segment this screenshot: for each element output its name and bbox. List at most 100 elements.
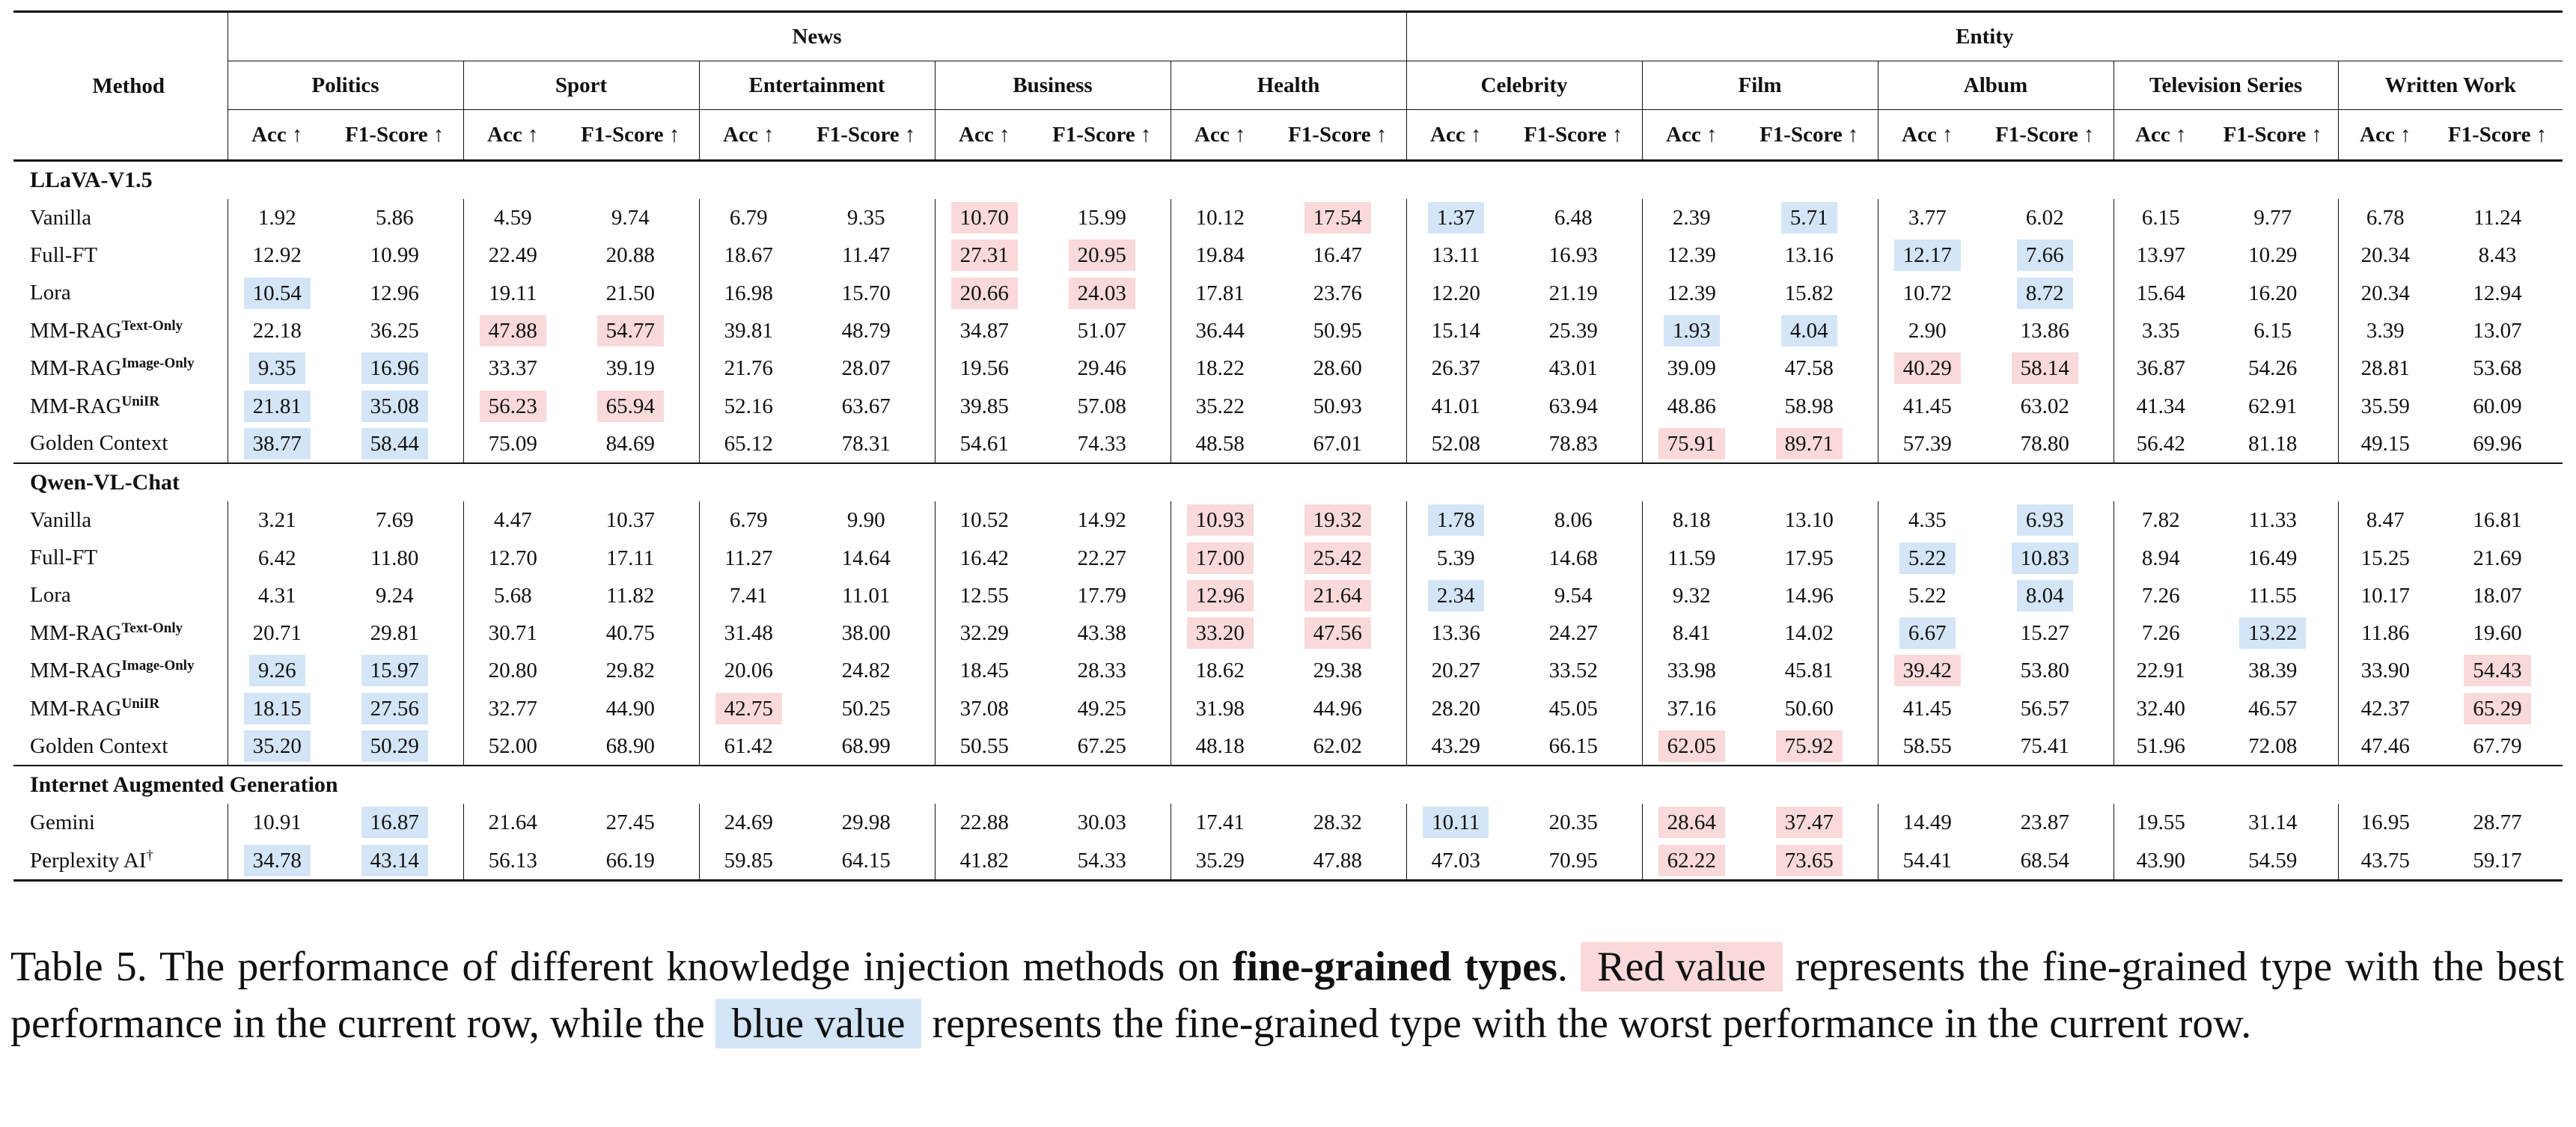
value-cell: 68.99	[798, 727, 935, 766]
f1-value: 81.18	[2248, 431, 2298, 456]
acc-value: 12.92	[252, 243, 302, 268]
best-value-highlight: 42.75	[715, 692, 782, 724]
worst-value-highlight: 10.54	[243, 277, 311, 309]
group-header-entity: Entity	[1405, 10, 2563, 61]
acc-value: 39.85	[959, 394, 1009, 418]
best-value-highlight: 56.23	[479, 390, 546, 422]
value-cell: 62.91	[2208, 387, 2338, 424]
worst-value-highlight: 18.15	[243, 692, 311, 724]
best-value-highlight: 47.88	[479, 315, 546, 347]
value-cell: 39.09	[1641, 349, 1742, 388]
f1-value: 30.03	[1077, 810, 1126, 835]
value-cell: 8.18	[1641, 501, 1742, 540]
value-cell: 10.99	[326, 236, 463, 274]
value-cell: 19.56	[934, 349, 1034, 388]
acc-value: 56.42	[2136, 431, 2185, 456]
category-header-written-work: Written Work	[2337, 61, 2563, 110]
value-cell: 49.25	[1034, 690, 1171, 727]
results-table: Method News Entity Politics Sport Entertainme…	[13, 10, 2563, 882]
f1-value: 14.96	[1784, 583, 1834, 608]
acc-value: 6.79	[729, 508, 768, 533]
f1-value: 14.64	[841, 546, 891, 570]
f1-value: 13.07	[2473, 319, 2522, 343]
f1-value: 31.14	[2248, 810, 2298, 835]
section-title: Internet Augmented Generation	[13, 765, 2563, 804]
acc-value: 32.40	[2136, 696, 2185, 721]
value-cell: 21.81	[227, 387, 326, 425]
value-cell: 28.81	[2337, 349, 2433, 388]
value-cell: 14.92	[1034, 501, 1171, 539]
acc-value: 41.01	[1431, 394, 1480, 418]
value-cell: 5.68	[463, 576, 562, 614]
value-cell: 57.08	[1034, 387, 1171, 424]
value-cell: 56.13	[463, 841, 562, 882]
f1-value: 13.86	[2020, 319, 2069, 343]
value-cell: 63.02	[1977, 387, 2113, 424]
worst-value-highlight: 34.78	[243, 844, 311, 876]
f1-score-header: F1-Score ↑	[2208, 109, 2339, 162]
f1-value: 59.17	[2473, 848, 2522, 873]
acc-value: 13.97	[2136, 243, 2185, 268]
f1-value: 44.90	[605, 696, 655, 721]
acc-value: 8.18	[1672, 508, 1711, 533]
f1-value: 7.69	[375, 508, 414, 533]
value-cell: 42.37	[2337, 689, 2433, 727]
acc-value: 33.98	[1667, 659, 1716, 683]
value-cell: 61.42	[698, 727, 798, 766]
value-cell: 45.05	[1505, 690, 1642, 727]
f1-value: 16.47	[1313, 243, 1362, 268]
f1-value: 54.59	[2248, 848, 2298, 873]
value-cell: 24.82	[798, 652, 935, 689]
value-cell: 1.78	[1405, 501, 1506, 540]
category-header-television-series: Television Series	[2113, 61, 2339, 110]
acc-value: 7.41	[729, 583, 768, 608]
acc-value: 20.34	[2360, 281, 2410, 305]
best-value-highlight: 39.42	[1893, 655, 1961, 687]
method-name: MM-RAG	[30, 394, 122, 418]
f1-value: 50.93	[1313, 394, 1362, 418]
best-value-highlight: 62.05	[1658, 730, 1725, 762]
acc-value: 36.87	[2136, 356, 2185, 381]
f1-value: 6.02	[2025, 206, 2064, 230]
method-name: MM-RAG	[30, 356, 122, 381]
section-row: Internet Augmented Generation	[13, 765, 2563, 804]
category-header-entertainment: Entertainment	[698, 61, 935, 110]
value-cell: 12.96	[326, 275, 463, 312]
table-row: Golden Context 35.20 50.29 52.00 68.90 61.42 6…	[13, 727, 2563, 766]
worst-value-highlight: 1.37	[1427, 202, 1484, 234]
best-value-highlight: 62.22	[1658, 844, 1725, 876]
acc-value: 52.08	[1431, 431, 1480, 456]
value-cell: 75.92	[1741, 727, 1878, 766]
f1-value: 64.15	[841, 848, 891, 873]
table-caption: Table 5. The performance of different kn…	[10, 938, 2564, 1052]
value-cell: 16.95	[2337, 804, 2433, 842]
value-cell: 2.90	[1877, 311, 1977, 350]
acc-header: Acc ↑	[227, 109, 326, 162]
value-cell: 59.85	[698, 841, 798, 882]
category-header-health: Health	[1170, 61, 1407, 110]
value-cell: 6.15	[2113, 199, 2209, 237]
f1-value: 53.68	[2473, 356, 2522, 381]
value-cell: 67.01	[1269, 425, 1406, 463]
best-value-highlight: 24.03	[1068, 277, 1135, 309]
value-cell: 9.32	[1641, 576, 1742, 614]
value-cell: 6.02	[1977, 199, 2113, 236]
f1-value: 63.67	[841, 394, 891, 418]
worst-value-highlight: 35.20	[243, 730, 311, 762]
value-cell: 44.96	[1269, 690, 1406, 727]
table-row: MM-RAGUniIR 21.81 35.08 56.23 65.94 52.16 63.6…	[13, 387, 2563, 425]
value-cell: 58.55	[1877, 727, 1977, 766]
value-cell: 28.32	[1269, 804, 1406, 841]
value-cell: 28.64	[1641, 804, 1742, 842]
value-cell: 17.79	[1034, 577, 1171, 614]
acc-value: 39.81	[724, 319, 773, 343]
value-cell: 5.22	[1877, 539, 1977, 577]
acc-value: 32.77	[488, 696, 537, 721]
value-cell: 49.15	[2337, 424, 2433, 464]
value-cell: 59.17	[2432, 841, 2563, 882]
acc-value: 10.91	[252, 810, 302, 835]
method-cell: Full-FT	[13, 539, 228, 576]
f1-value: 17.79	[1077, 583, 1126, 608]
acc-value: 18.45	[959, 659, 1009, 683]
f1-value: 15.82	[1784, 281, 1834, 305]
